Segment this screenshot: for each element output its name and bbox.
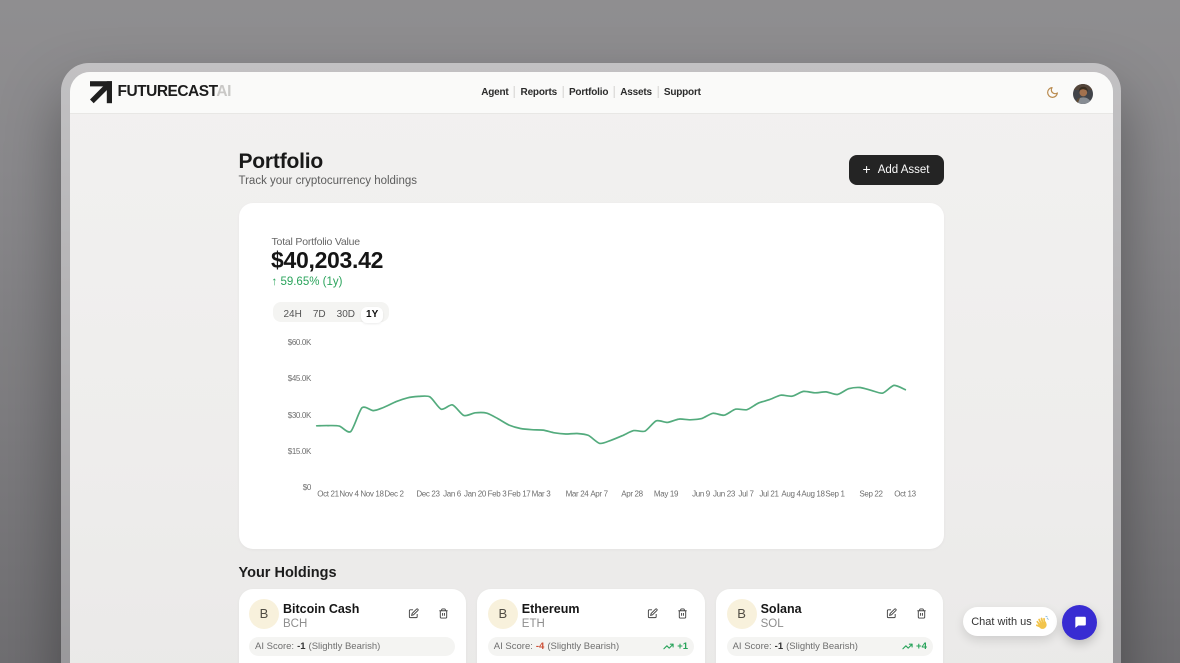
svg-text:$15.0K: $15.0K [287, 447, 311, 456]
svg-text:Jul 21: Jul 21 [759, 489, 779, 498]
svg-text:Oct 21: Oct 21 [317, 489, 339, 498]
svg-text:Nov 18: Nov 18 [360, 489, 384, 498]
svg-text:Jan 6: Jan 6 [443, 489, 462, 498]
svg-text:Aug 4: Aug 4 [781, 489, 801, 498]
svg-text:Jun 9: Jun 9 [692, 489, 711, 498]
svg-text:Apr 28: Apr 28 [621, 489, 643, 498]
svg-text:Jul 7: Jul 7 [738, 489, 754, 498]
svg-text:Sep 1: Sep 1 [825, 489, 845, 498]
svg-text:May 19: May 19 [653, 489, 678, 498]
svg-text:$30.0K: $30.0K [287, 411, 311, 420]
svg-text:$0: $0 [302, 483, 311, 492]
svg-text:Nov 4: Nov 4 [339, 489, 359, 498]
svg-text:Aug 18: Aug 18 [801, 489, 825, 498]
svg-text:Jun 23: Jun 23 [713, 489, 736, 498]
svg-text:Apr 7: Apr 7 [590, 489, 608, 498]
svg-text:$60.0K: $60.0K [287, 338, 311, 347]
svg-text:Dec 23: Dec 23 [416, 489, 440, 498]
svg-text:Oct 13: Oct 13 [894, 489, 916, 498]
svg-text:Mar 24: Mar 24 [565, 489, 589, 498]
svg-text:Feb 17: Feb 17 [507, 489, 531, 498]
svg-text:Sep 22: Sep 22 [859, 489, 883, 498]
svg-text:Jan 20: Jan 20 [464, 489, 487, 498]
svg-text:Feb 3: Feb 3 [487, 489, 507, 498]
svg-text:$45.0K: $45.0K [287, 374, 311, 383]
svg-text:Mar 3: Mar 3 [531, 489, 551, 498]
svg-text:Dec 2: Dec 2 [384, 489, 404, 498]
